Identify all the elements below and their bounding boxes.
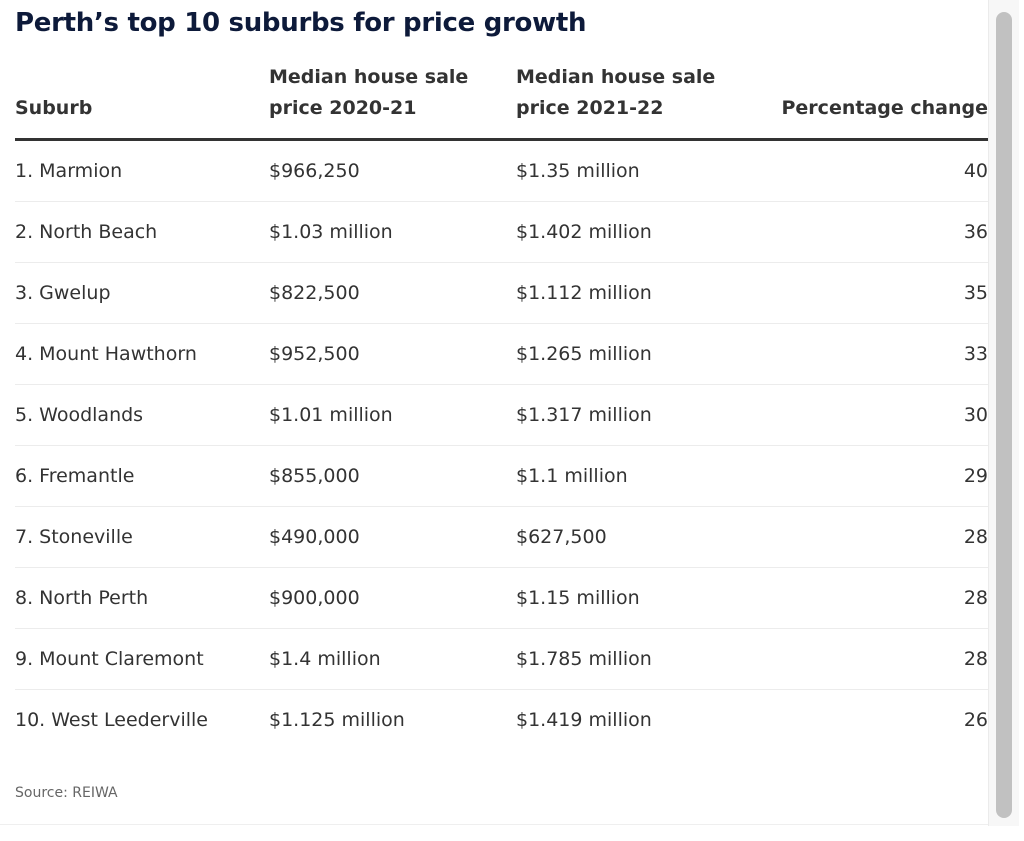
percentage-change-cell: 40 bbox=[736, 139, 988, 202]
table-row: 9. Mount Claremont $1.4 million $1.785 mil… bbox=[15, 628, 988, 690]
header-price-2020-21[interactable]: Median house sale price 2020-21 bbox=[269, 62, 516, 141]
price-2021-22-cell: $1.419 million bbox=[516, 709, 652, 731]
suburb-cell: 9. Mount Claremont bbox=[15, 628, 269, 690]
source-note: Source: REIWA bbox=[15, 785, 118, 801]
page-title: Perth’s top 10 suburbs for price growth bbox=[15, 8, 587, 38]
price-2021-22-cell: $1.1 million bbox=[516, 445, 736, 507]
percentage-change-cell: 36 bbox=[736, 201, 988, 263]
suburb-cell: 4. Mount Hawthorn bbox=[15, 323, 269, 385]
price-2020-21-cell: $1.01 million bbox=[269, 384, 516, 446]
price-2021-22-cell: $1.265 million bbox=[516, 323, 736, 385]
price-2021-22-cell: $1.402 million bbox=[516, 201, 736, 263]
percentage-change-cell: 35 bbox=[736, 262, 988, 324]
price-2020-21-cell: $855,000 bbox=[269, 445, 516, 507]
suburb-cell: 2. North Beach bbox=[15, 201, 269, 263]
table-row: 8. North Perth $900,000 $1.15 million 28 bbox=[15, 567, 988, 629]
table-row: 10. West Leederville $1.125 million $1.419… bbox=[15, 690, 988, 751]
table-row: 2. North Beach $1.03 million $1.402 millio… bbox=[15, 201, 988, 263]
price-2020-21-cell: $900,000 bbox=[269, 567, 516, 629]
suburb-cell: 10. West Leederville bbox=[15, 709, 208, 731]
suburb-cell: 7. Stoneville bbox=[15, 506, 269, 568]
suburb-cell: 1. Marmion bbox=[15, 139, 269, 202]
table-row: 7. Stoneville $490,000 $627,500 28 bbox=[15, 506, 988, 568]
table-row: 4. Mount Hawthorn $952,500 $1.265 million 3… bbox=[15, 323, 988, 385]
price-2021-22-cell: $1.112 million bbox=[516, 262, 736, 324]
divider bbox=[0, 824, 988, 825]
price-2021-22-cell: $1.15 million bbox=[516, 567, 736, 629]
price-2020-21-cell: $490,000 bbox=[269, 506, 516, 568]
percentage-change-cell: 33 bbox=[736, 323, 988, 385]
price-2021-22-cell: $1.785 million bbox=[516, 628, 736, 690]
header-price-2021-22[interactable]: Median house sale price 2021-22 bbox=[516, 62, 736, 141]
percentage-change-cell: 29 bbox=[736, 445, 988, 507]
data-table: Suburb Median house sale price 2020-21 M… bbox=[15, 62, 988, 750]
header-percentage-change[interactable]: Percentage change bbox=[736, 62, 988, 141]
price-2021-22-cell: $1.35 million bbox=[516, 139, 736, 202]
table-row: 3. Gwelup $822,500 $1.112 million 35 bbox=[15, 262, 988, 324]
percentage-change-cell: 30 bbox=[736, 384, 988, 446]
header-row: Suburb Median house sale price 2020-21 M… bbox=[15, 62, 988, 141]
suburb-cell: 6. Fremantle bbox=[15, 445, 269, 507]
price-2021-22-cell: $627,500 bbox=[516, 506, 736, 568]
scrollbar-thumb[interactable] bbox=[996, 12, 1012, 818]
percentage-change-cell: 28 bbox=[736, 567, 988, 629]
price-2020-21-cell: $952,500 bbox=[269, 323, 516, 385]
price-2020-21-cell: $1.4 million bbox=[269, 628, 516, 690]
price-2021-22-cell: $1.317 million bbox=[516, 384, 736, 446]
header-suburb[interactable]: Suburb bbox=[15, 62, 269, 141]
price-2020-21-cell: $966,250 bbox=[269, 139, 516, 202]
price-2020-21-cell: $822,500 bbox=[269, 262, 516, 324]
table-row: 5. Woodlands $1.01 million $1.317 million 3… bbox=[15, 384, 988, 446]
table-row: 1. Marmion $966,250 $1.35 million 40 bbox=[15, 139, 988, 202]
suburb-cell: 8. North Perth bbox=[15, 567, 269, 629]
percentage-change-cell: 28 bbox=[736, 628, 988, 690]
suburb-cell: 3. Gwelup bbox=[15, 262, 269, 324]
percentage-change-cell: 26 bbox=[963, 709, 988, 731]
table-row: 6. Fremantle $855,000 $1.1 million 29 bbox=[15, 445, 988, 507]
price-2020-21-cell: $1.125 million bbox=[269, 709, 405, 731]
price-2020-21-cell: $1.03 million bbox=[269, 201, 516, 263]
suburb-cell: 5. Woodlands bbox=[15, 384, 269, 446]
percentage-change-cell: 28 bbox=[736, 506, 988, 568]
